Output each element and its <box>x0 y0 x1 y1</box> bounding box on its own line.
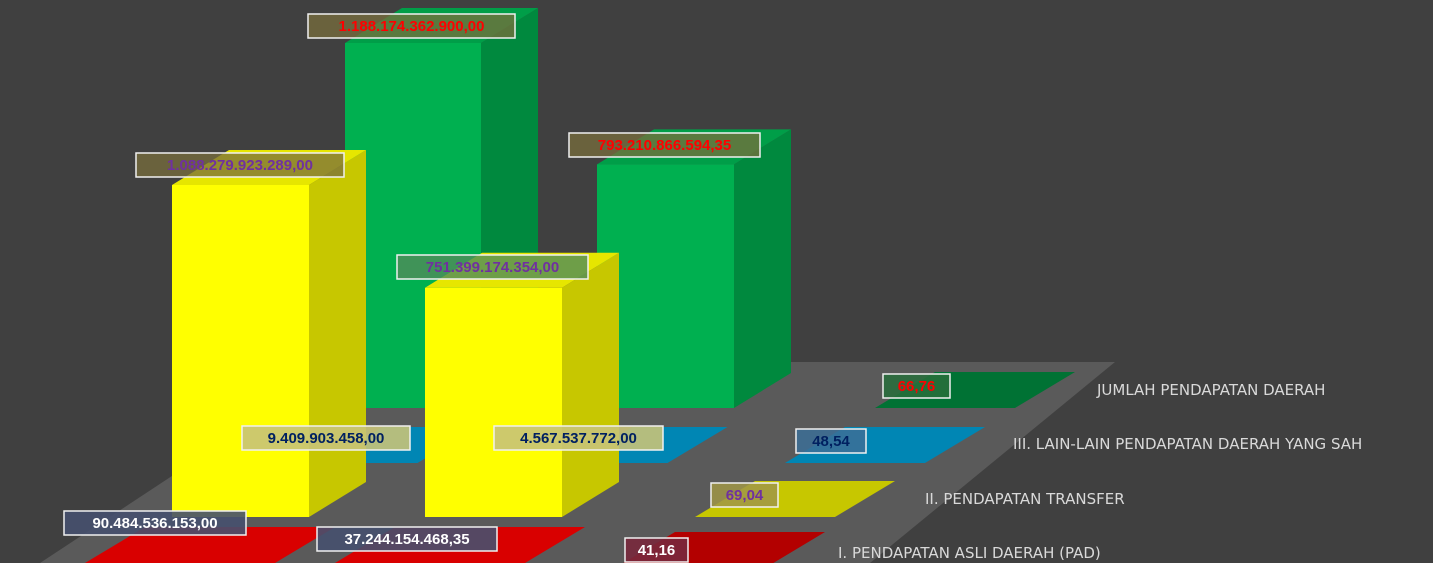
bar-jumlah-1 <box>597 129 791 409</box>
label-transfer-2: 69,04 <box>710 482 779 508</box>
label-lain-0: 9.409.903.458,00 <box>241 425 411 451</box>
label-pad-2: 41,16 <box>624 537 689 563</box>
label-lain-2: 48,54 <box>795 428 867 454</box>
label-pad-0: 90.484.536.153,00 <box>63 510 247 536</box>
series-label-2: II. PENDAPATAN TRANSFER <box>925 490 1125 508</box>
label-jumlah-1: 793.210.866.594,35 <box>568 132 761 158</box>
svg-text:37.244.154.468,35: 37.244.154.468,35 <box>344 531 469 548</box>
svg-text:90.484.536.153,00: 90.484.536.153,00 <box>92 515 217 532</box>
label-jumlah-0: 1.188.174.362.900,00 <box>307 13 516 39</box>
svg-text:1.188.174.362.900,00: 1.188.174.362.900,00 <box>339 18 485 35</box>
svg-text:1.088.279.923.289,00: 1.088.279.923.289,00 <box>167 157 313 174</box>
label-pad-1: 37.244.154.468,35 <box>316 526 498 552</box>
svg-text:9.409.903.458,00: 9.409.903.458,00 <box>268 430 385 447</box>
bar-transfer-1 <box>425 252 619 517</box>
svg-text:48,54: 48,54 <box>812 433 850 450</box>
slab-pad-0 <box>85 527 335 563</box>
svg-text:41,16: 41,16 <box>638 542 676 559</box>
label-jumlah-2: 66,76 <box>882 373 951 399</box>
svg-text:66,76: 66,76 <box>898 378 936 395</box>
series-label-3: I. PENDAPATAN ASLI DAERAH (PAD) <box>838 544 1101 562</box>
svg-text:793.210.866.594,35: 793.210.866.594,35 <box>598 137 731 154</box>
series-label-0: JUMLAH PENDAPATAN DAERAH <box>1097 381 1326 399</box>
bar-transfer-0 <box>172 150 366 517</box>
label-transfer-1: 751.399.174.354,00 <box>396 254 589 280</box>
svg-text:69,04: 69,04 <box>726 487 764 504</box>
svg-text:751.399.174.354,00: 751.399.174.354,00 <box>426 259 559 276</box>
label-lain-1: 4.567.537.772,00 <box>493 425 664 451</box>
svg-text:4.567.537.772,00: 4.567.537.772,00 <box>520 430 637 447</box>
label-transfer-0: 1.088.279.923.289,00 <box>135 152 345 178</box>
series-label-1: III. LAIN-LAIN PENDAPATAN DAERAH YANG SA… <box>1013 435 1363 453</box>
